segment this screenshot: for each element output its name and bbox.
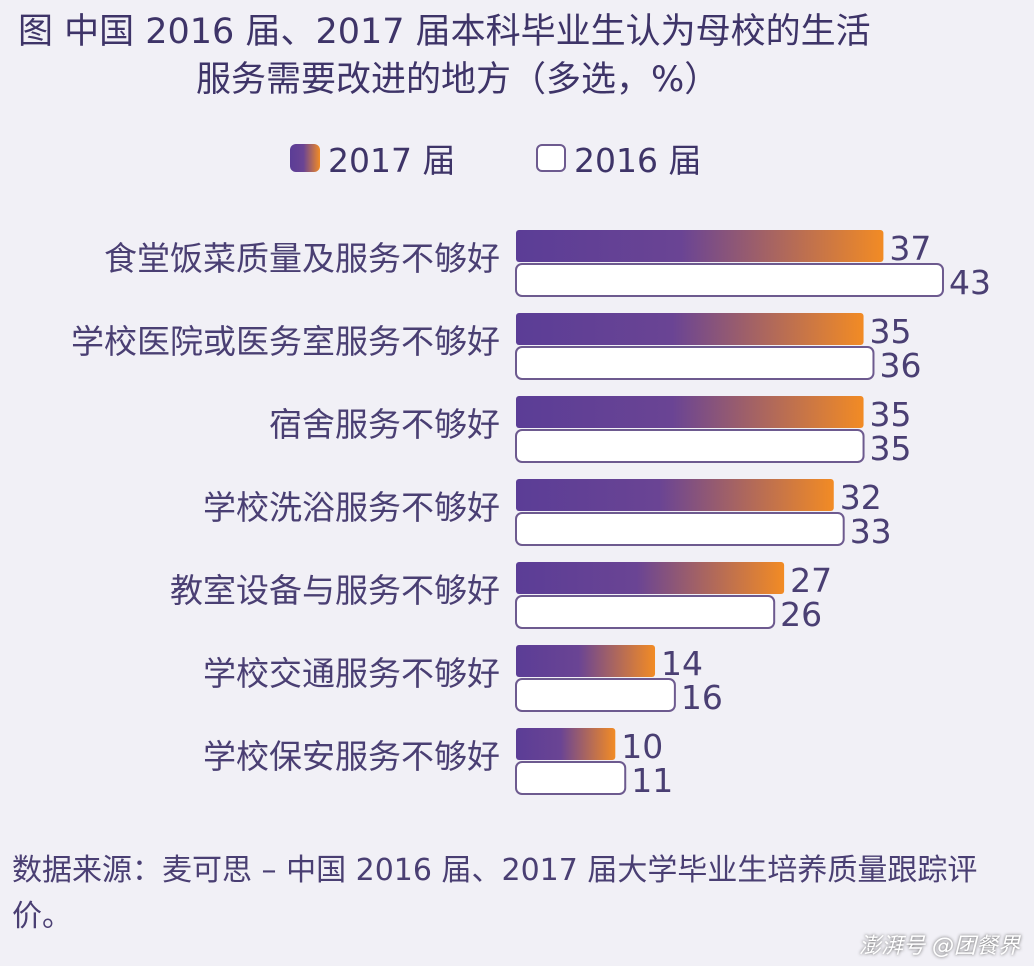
category-label: 教室设备与服务不够好 — [170, 571, 500, 610]
bar-2016 — [516, 264, 943, 296]
value-label-2016: 16 — [681, 678, 723, 717]
bar-2016 — [516, 347, 873, 379]
bar-2016 — [516, 430, 864, 462]
bar-2017 — [516, 728, 615, 760]
value-label-2016: 43 — [949, 263, 991, 302]
bars-group: 食堂饭菜质量及服务不够好 37 43 学校医院或医务室服务不够好 35 36 宿舍服务不够好… — [71, 229, 991, 800]
bar-2017 — [516, 645, 655, 677]
category-label: 学校洗浴服务不够好 — [203, 488, 500, 527]
bar-2017 — [516, 230, 883, 262]
bar-2017 — [516, 396, 864, 428]
value-label-2017: 37 — [889, 229, 931, 268]
value-label-2016: 33 — [850, 512, 892, 551]
value-label-2016: 35 — [870, 429, 912, 468]
bar-2016 — [516, 513, 844, 545]
category-label: 学校保安服务不够好 — [203, 737, 500, 776]
source-note: 数据来源：麦可思 – 中国 2016 届、2017 届大学毕业生培养质量跟踪评价… — [12, 848, 1002, 940]
watermark: 澎湃号 @团餐界 — [859, 928, 1020, 960]
bar-2017 — [516, 562, 784, 594]
category-label: 食堂饭菜质量及服务不够好 — [104, 239, 500, 278]
category-label: 学校医院或医务室服务不够好 — [71, 322, 500, 361]
bar-2016 — [516, 679, 675, 711]
bar-2016 — [516, 596, 774, 628]
category-label: 宿舍服务不够好 — [269, 405, 500, 444]
bar-chart: 食堂饭菜质量及服务不够好 37 43 学校医院或医务室服务不够好 35 36 宿舍服务不够好… — [0, 0, 1034, 840]
category-label: 学校交通服务不够好 — [203, 654, 500, 693]
bar-2017 — [516, 313, 864, 345]
value-label-2016: 26 — [780, 595, 822, 634]
value-label-2016: 36 — [879, 346, 921, 385]
bar-2016 — [516, 762, 625, 794]
value-label-2016: 11 — [631, 761, 673, 800]
bar-2017 — [516, 479, 834, 511]
